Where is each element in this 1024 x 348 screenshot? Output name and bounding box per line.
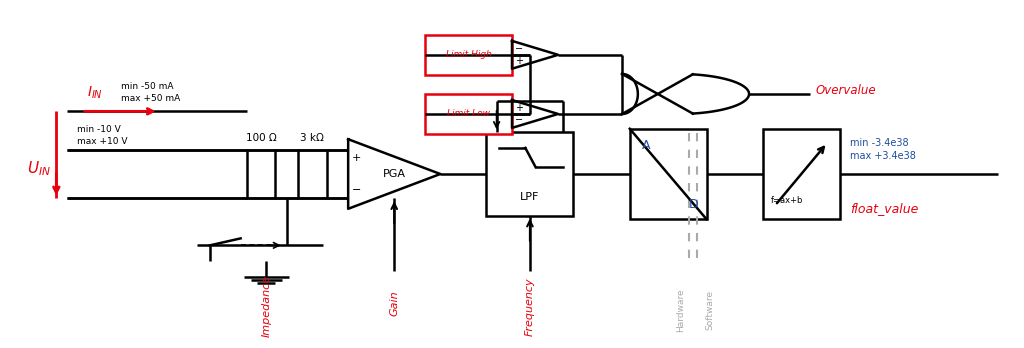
Bar (298, 150, 327, 198)
Text: Impedance: Impedance (261, 275, 271, 337)
Text: Hardware: Hardware (677, 288, 685, 332)
Bar (763, 129, 840, 219)
Text: +: + (515, 103, 523, 113)
Text: A: A (642, 139, 650, 152)
Bar (486, 132, 573, 216)
Text: $U_{IN}$: $U_{IN}$ (28, 159, 51, 178)
Text: $I_{IN}$: $I_{IN}$ (87, 85, 103, 101)
Text: Overvalue: Overvalue (815, 84, 877, 97)
Text: +: + (352, 153, 361, 163)
Text: min -3.4e38
max +3.4e38: min -3.4e38 max +3.4e38 (850, 138, 915, 161)
Text: D: D (689, 198, 698, 211)
Text: Limit High: Limit High (445, 50, 492, 59)
Text: −: − (515, 44, 523, 54)
Text: Frequency: Frequency (525, 277, 535, 335)
Text: float_value: float_value (850, 202, 919, 215)
Text: Software: Software (706, 290, 714, 330)
Bar (425, 94, 512, 134)
Bar (630, 129, 707, 219)
Text: 100 Ω: 100 Ω (246, 133, 276, 143)
Text: −: − (515, 115, 523, 125)
Text: −: − (352, 185, 361, 195)
Text: LPF: LPF (520, 192, 540, 201)
Bar (247, 150, 275, 198)
Text: Gain: Gain (389, 290, 399, 316)
Text: min -10 V
max +10 V: min -10 V max +10 V (77, 125, 127, 146)
Bar (425, 35, 512, 75)
Text: f=ax+b: f=ax+b (771, 196, 804, 205)
Text: Limit Low: Limit Low (447, 110, 489, 118)
Text: PGA: PGA (383, 169, 406, 179)
Text: +: + (515, 56, 523, 66)
Text: min -50 mA
max +50 mA: min -50 mA max +50 mA (121, 82, 180, 103)
Text: 3 kΩ: 3 kΩ (300, 133, 325, 143)
